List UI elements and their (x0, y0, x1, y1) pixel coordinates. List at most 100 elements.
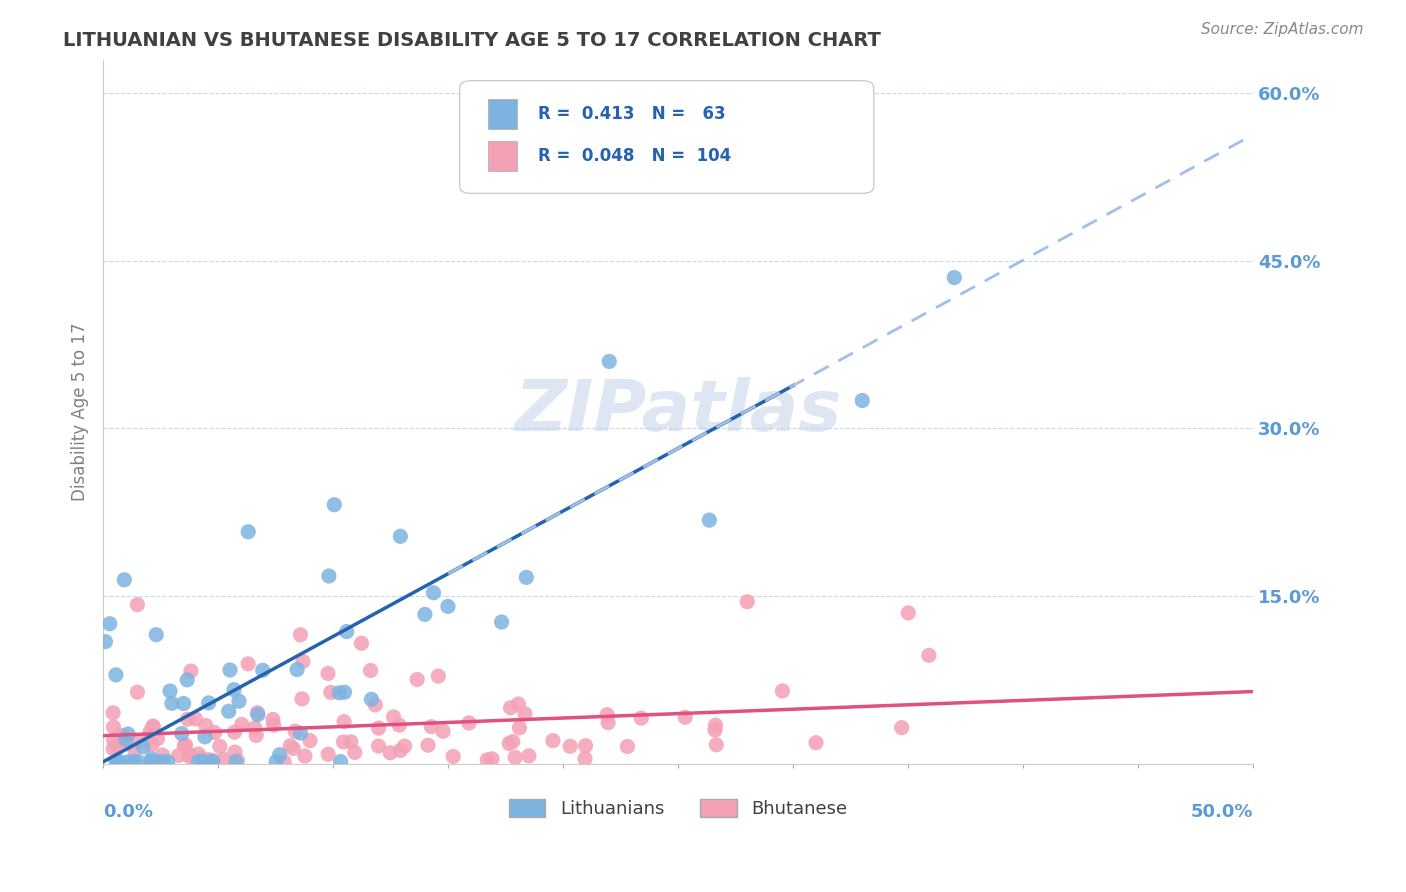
Point (515, 570, 537, 584)
Point (360, 664, 382, 678)
Point (406, 673, 429, 687)
Point (132, 739, 155, 754)
Point (103, 741, 125, 756)
Legend: Lithuanians, Bhutanese: Lithuanians, Bhutanese (502, 791, 855, 825)
Point (598, 715, 620, 730)
Text: LITHUANIAN VS BHUTANESE DISABILITY AGE 5 TO 17 CORRELATION CHART: LITHUANIAN VS BHUTANESE DISABILITY AGE 5… (63, 31, 882, 50)
Point (394, 739, 416, 754)
Point (264, 755, 287, 769)
Point (222, 682, 245, 697)
Point (499, 700, 522, 714)
Point (127, 685, 149, 699)
Point (243, 721, 266, 735)
Point (224, 745, 246, 759)
Point (170, 726, 193, 740)
Point (101, 706, 124, 720)
Point (108, 755, 131, 769)
Point (194, 718, 217, 732)
Point (218, 704, 240, 718)
Point (316, 747, 339, 762)
Point (117, 736, 139, 750)
Point (422, 586, 444, 600)
Point (122, 755, 145, 769)
Point (283, 741, 305, 756)
Point (323, 498, 346, 512)
Point (212, 752, 235, 766)
Point (128, 734, 150, 748)
Text: ZIPatlas: ZIPatlas (515, 377, 842, 446)
Text: 0.0%: 0.0% (103, 803, 153, 821)
Point (142, 720, 165, 734)
Point (191, 755, 214, 769)
Point (174, 738, 197, 752)
Point (333, 714, 356, 729)
Point (427, 669, 450, 683)
Point (225, 755, 247, 769)
Point (179, 747, 201, 762)
Point (194, 730, 217, 744)
Point (284, 724, 307, 739)
Point (156, 755, 179, 769)
Point (319, 685, 342, 699)
Point (513, 706, 536, 721)
Point (481, 752, 503, 766)
Point (432, 724, 454, 739)
Point (380, 746, 402, 760)
FancyBboxPatch shape (460, 81, 873, 194)
Point (224, 725, 246, 739)
Point (328, 686, 350, 700)
Point (179, 749, 201, 764)
Point (98, 616, 121, 631)
Point (146, 731, 169, 746)
Point (141, 738, 163, 752)
Point (112, 573, 135, 587)
Point (318, 569, 340, 583)
Point (236, 657, 259, 671)
Point (333, 685, 356, 699)
Point (269, 747, 291, 762)
Point (190, 751, 212, 765)
Point (127, 755, 149, 769)
Point (437, 599, 460, 614)
Point (918, 648, 941, 663)
Point (105, 755, 128, 769)
Point (574, 751, 596, 765)
Point (389, 743, 412, 757)
Point (441, 749, 464, 764)
Point (184, 712, 207, 726)
Point (231, 717, 253, 731)
Point (350, 636, 373, 650)
Point (503, 750, 526, 764)
Point (219, 663, 242, 677)
Point (630, 711, 652, 725)
Point (262, 713, 284, 727)
Point (735, 595, 758, 609)
Point (228, 694, 250, 708)
Point (772, 684, 794, 698)
Point (389, 529, 412, 543)
Point (699, 513, 721, 527)
Point (388, 718, 411, 732)
Point (285, 663, 308, 677)
Point (173, 697, 195, 711)
Point (105, 739, 128, 753)
Point (141, 752, 163, 766)
Point (252, 663, 274, 677)
Point (139, 724, 162, 739)
Point (851, 393, 873, 408)
FancyBboxPatch shape (488, 141, 517, 171)
Point (226, 754, 249, 768)
Point (114, 732, 136, 747)
Point (364, 698, 387, 712)
Point (201, 755, 224, 769)
Point (94, 634, 117, 648)
Point (291, 692, 314, 706)
Point (127, 598, 149, 612)
Text: R =  0.413   N =   63: R = 0.413 N = 63 (538, 105, 725, 123)
Point (204, 725, 226, 739)
Point (200, 755, 222, 769)
Point (316, 666, 339, 681)
Text: Source: ZipAtlas.com: Source: ZipAtlas.com (1201, 22, 1364, 37)
Point (596, 707, 619, 722)
Point (290, 726, 312, 740)
